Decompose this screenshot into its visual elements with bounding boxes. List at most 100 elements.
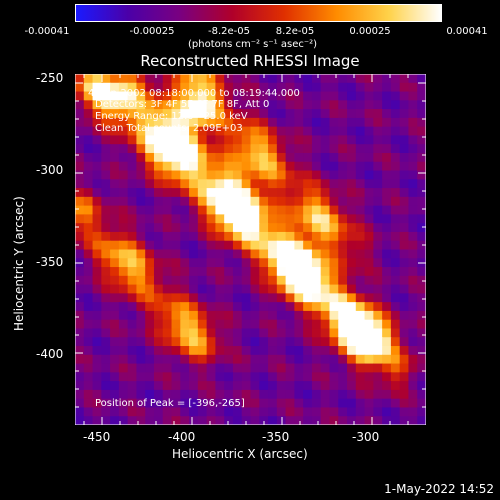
heatmap-cell bbox=[145, 179, 155, 189]
heatmap-cell bbox=[136, 240, 146, 251]
heatmap-cell bbox=[171, 337, 181, 347]
heatmap-cell bbox=[118, 74, 129, 84]
heatmap-cell bbox=[189, 267, 199, 277]
heatmap-cell bbox=[303, 179, 313, 189]
heatmap-cell bbox=[162, 135, 173, 145]
heatmap-cell bbox=[364, 354, 374, 365]
heatmap-cell bbox=[320, 109, 331, 119]
heatmap-cell bbox=[355, 170, 366, 180]
heatmap-cell bbox=[338, 363, 348, 373]
heatmap-cell bbox=[232, 117, 243, 128]
heatmap-cell bbox=[232, 100, 243, 110]
heatmap-cell bbox=[206, 188, 217, 198]
heatmap-cell bbox=[417, 170, 426, 180]
heatmap-cell bbox=[250, 179, 260, 189]
heatmap-cell bbox=[303, 205, 313, 216]
heatmap-cell bbox=[250, 372, 260, 382]
heatmap-cell bbox=[101, 170, 111, 180]
heatmap-cell bbox=[232, 126, 243, 137]
heatmap-cell bbox=[303, 82, 313, 93]
heatmap-cell bbox=[250, 310, 260, 321]
heatmap-cell bbox=[259, 302, 269, 312]
heatmap-cell bbox=[303, 346, 313, 356]
heatmap-cell bbox=[373, 407, 383, 417]
heatmap-cell bbox=[153, 328, 164, 338]
heatmap-cell bbox=[197, 389, 208, 400]
heatmap-cell bbox=[259, 293, 269, 303]
heatmap-cell bbox=[408, 188, 418, 198]
heatmap-cell bbox=[408, 302, 418, 312]
heatmap-cell bbox=[390, 258, 401, 268]
heatmap-cell bbox=[197, 372, 208, 382]
heatmap-cell bbox=[241, 398, 252, 409]
heatmap-cell bbox=[180, 319, 190, 330]
heatmap-cell bbox=[417, 319, 426, 330]
heatmap-cell bbox=[127, 196, 138, 207]
heatmap-cell bbox=[180, 109, 190, 119]
heatmap-cell bbox=[303, 109, 313, 119]
heatmap-cell bbox=[399, 144, 410, 154]
heatmap-cell bbox=[171, 275, 181, 286]
heatmap-cell bbox=[110, 205, 120, 216]
heatmap-cell bbox=[118, 240, 129, 251]
heatmap-cell bbox=[329, 381, 339, 391]
heatmap-cell bbox=[171, 205, 181, 216]
heatmap-cell bbox=[101, 354, 111, 365]
heatmap-cell bbox=[417, 223, 426, 233]
heatmap-cell bbox=[232, 346, 243, 356]
heatmap-cell bbox=[268, 407, 278, 417]
heatmap-cell bbox=[145, 144, 155, 154]
heatmap-cell bbox=[101, 109, 111, 119]
colorbar-tick-labels: -0.00041 -0.00025 -8.2e-05 8.2e-05 0.000… bbox=[0, 26, 500, 40]
heatmap-cell bbox=[259, 267, 269, 277]
heatmap-cell bbox=[197, 170, 208, 180]
heatmap-cell bbox=[329, 231, 339, 242]
heatmap-cell bbox=[92, 293, 102, 303]
heatmap-cell bbox=[241, 310, 252, 321]
heatmap-cell bbox=[241, 223, 252, 233]
heatmap-cell bbox=[162, 302, 173, 312]
heatmap-cell bbox=[197, 144, 208, 154]
heatmap-cell bbox=[250, 109, 260, 119]
heatmap-cell bbox=[153, 152, 164, 163]
heatmap-cell bbox=[355, 179, 366, 189]
heatmap-cell bbox=[127, 214, 138, 224]
heatmap-cell bbox=[338, 161, 348, 172]
heatmap-cell bbox=[75, 144, 85, 154]
colorbar-units: (photons cm⁻² s⁻¹ asec⁻²) bbox=[188, 39, 318, 50]
heatmap-cell bbox=[215, 267, 225, 277]
heatmap-cell bbox=[171, 293, 181, 303]
heatmap-cell bbox=[127, 363, 138, 373]
heatmap-cell bbox=[83, 126, 94, 137]
heatmap-cell bbox=[399, 82, 410, 93]
colorbar-tick-label: -0.00041 bbox=[24, 26, 70, 37]
heatmap-cell bbox=[189, 328, 199, 338]
heatmap-cell bbox=[101, 188, 111, 198]
heatmap-cell bbox=[329, 275, 339, 286]
heatmap-cell bbox=[215, 100, 225, 110]
heatmap-cell bbox=[83, 398, 94, 409]
heatmap-cell bbox=[259, 82, 269, 93]
heatmap-cell bbox=[180, 117, 190, 128]
heatmap-cell bbox=[241, 135, 252, 145]
heatmap-cell bbox=[382, 205, 392, 216]
heatmap-cell bbox=[197, 82, 208, 93]
heatmap-cell bbox=[259, 179, 269, 189]
heatmap-cell bbox=[364, 416, 374, 425]
heatmap-cell bbox=[311, 258, 322, 268]
heatmap-cell bbox=[75, 240, 85, 251]
heatmap-cell bbox=[206, 258, 217, 268]
y-tick-label: -300 bbox=[36, 163, 64, 177]
heatmap-cell bbox=[127, 319, 138, 330]
heatmap-plot bbox=[75, 74, 426, 425]
heatmap-cell bbox=[311, 398, 322, 409]
heatmap-cell bbox=[399, 170, 410, 180]
heatmap-cell bbox=[83, 91, 94, 101]
heatmap-cell bbox=[276, 372, 287, 382]
heatmap-cell bbox=[347, 126, 357, 137]
heatmap-cell bbox=[364, 205, 374, 216]
heatmap-cell bbox=[206, 363, 217, 373]
heatmap-cell bbox=[364, 74, 374, 84]
heatmap-cell bbox=[153, 354, 164, 365]
heatmap-cell bbox=[329, 188, 339, 198]
